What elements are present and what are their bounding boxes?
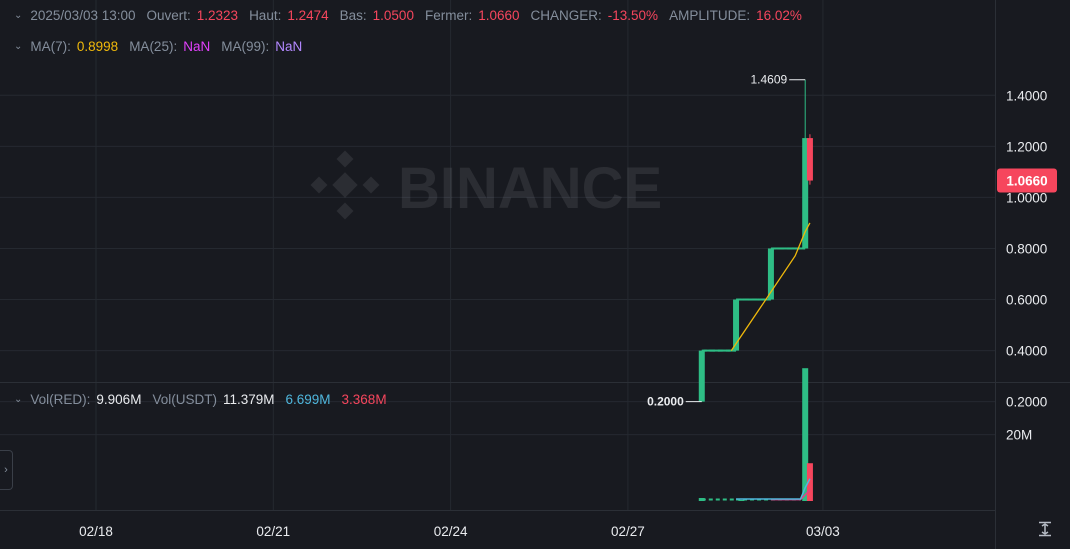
volume-bar <box>738 499 745 501</box>
y-tick-label: 0.8000 <box>1006 241 1047 256</box>
volume-ma1-line <box>736 478 811 500</box>
vol-usdt-label: Vol(USDT) <box>152 392 217 407</box>
y-tick-label: 1.0000 <box>1006 190 1047 205</box>
price-axis[interactable]: 0.2000 0.4000 0.6000 0.8000 1.0000 1.2000 1.40… <box>1006 88 1047 409</box>
grid-lines <box>0 0 995 510</box>
vol-red-label: Vol(RED): <box>30 392 91 407</box>
ma99-value: NaN <box>275 39 303 54</box>
candle-body <box>802 138 809 249</box>
volume-legend: ⌄ Vol(RED): 9.906M Vol(USDT) 11.379M 6.6… <box>14 392 398 407</box>
y-tick-label: 0.4000 <box>1006 344 1047 359</box>
open-label: Ouvert: <box>146 8 191 23</box>
candle-body <box>806 138 813 181</box>
ma7-label: MA(7): <box>30 39 71 54</box>
vol-red-value: 9.906M <box>96 392 142 407</box>
amplitude-label: AMPLITUDE: <box>669 8 751 23</box>
high-marker-label: 1.4609 <box>750 73 787 87</box>
vol-ma1-value: 6.699M <box>285 392 331 407</box>
ma99-label: MA(99): <box>221 39 270 54</box>
candle <box>733 299 740 351</box>
change-label: CHANGER: <box>530 8 602 23</box>
candle <box>698 350 705 402</box>
chevron-right-icon: › <box>4 464 8 476</box>
watermark-text: BINANCE <box>398 156 662 221</box>
low-marker-label: 0.2000 <box>647 395 684 409</box>
volume-axis[interactable]: 20M <box>1006 428 1032 443</box>
auto-scale-icon[interactable] <box>1036 520 1054 538</box>
last-price-label: 1.0660 <box>1006 174 1047 189</box>
amplitude-value: 16.02% <box>756 8 802 23</box>
collapse-chevron-icon[interactable]: ⌄ <box>14 394 23 405</box>
change-value: -13.50% <box>607 8 659 23</box>
ma-legend: ⌄ MA(7): 0.8998 MA(25): NaN MA(99): NaN <box>14 39 313 54</box>
price-markers: 1.4609 0.2000 1.0660 <box>647 73 1057 409</box>
expand-side-panel-button[interactable]: › <box>0 450 13 490</box>
vol-usdt-value: 11.379M <box>222 392 275 407</box>
candle-body <box>698 350 705 402</box>
time-axis[interactable]: 02/18 02/21 02/24 02/27 03/03 <box>79 524 840 539</box>
x-tick-label: 02/24 <box>434 524 468 539</box>
ma25-label: MA(25): <box>129 39 178 54</box>
volume-ma-lines <box>736 478 811 501</box>
x-tick-label: 02/27 <box>611 524 645 539</box>
low-value: 1.0500 <box>372 8 414 23</box>
x-tick-label: 02/18 <box>79 524 113 539</box>
ma7-line <box>730 222 811 351</box>
collapse-chevron-icon[interactable]: ⌄ <box>14 41 23 52</box>
ma25-value: NaN <box>183 39 211 54</box>
candle-body <box>767 248 774 300</box>
close-label: Fermer: <box>424 8 473 23</box>
ma7-polyline <box>730 222 811 351</box>
x-tick-label: 03/03 <box>806 524 840 539</box>
y-tick-label: 1.4000 <box>1006 88 1047 103</box>
x-tick-label: 02/21 <box>256 524 290 539</box>
candles <box>698 79 813 402</box>
volume-bar <box>802 368 809 501</box>
low-label: Bas: <box>339 8 367 23</box>
legend-datetime: 2025/03/03 13:00 <box>30 8 136 23</box>
last-price-badge <box>997 168 1057 193</box>
volume-bar <box>806 463 813 501</box>
close-value: 1.0660 <box>478 8 520 23</box>
candle <box>806 134 813 185</box>
y-tick-label: 0.2000 <box>1006 395 1047 410</box>
candle-body <box>733 299 740 351</box>
ohlc-legend: ⌄ 2025/03/03 13:00 Ouvert: 1.2323 Haut: … <box>14 8 813 23</box>
watermark: BINANCE <box>310 150 662 221</box>
open-value: 1.2323 <box>196 8 239 23</box>
collapse-chevron-icon[interactable]: ⌄ <box>14 10 23 21</box>
y-tick-label: 0.6000 <box>1006 293 1047 308</box>
high-label: Haut: <box>249 8 282 23</box>
ma7-value: 0.8998 <box>76 39 119 54</box>
high-value: 1.2474 <box>287 8 329 23</box>
volume-tick-label: 20M <box>1006 428 1032 443</box>
candle <box>802 79 809 249</box>
vol-ma2-value: 3.368M <box>341 392 387 407</box>
y-tick-label: 1.2000 <box>1006 139 1047 154</box>
